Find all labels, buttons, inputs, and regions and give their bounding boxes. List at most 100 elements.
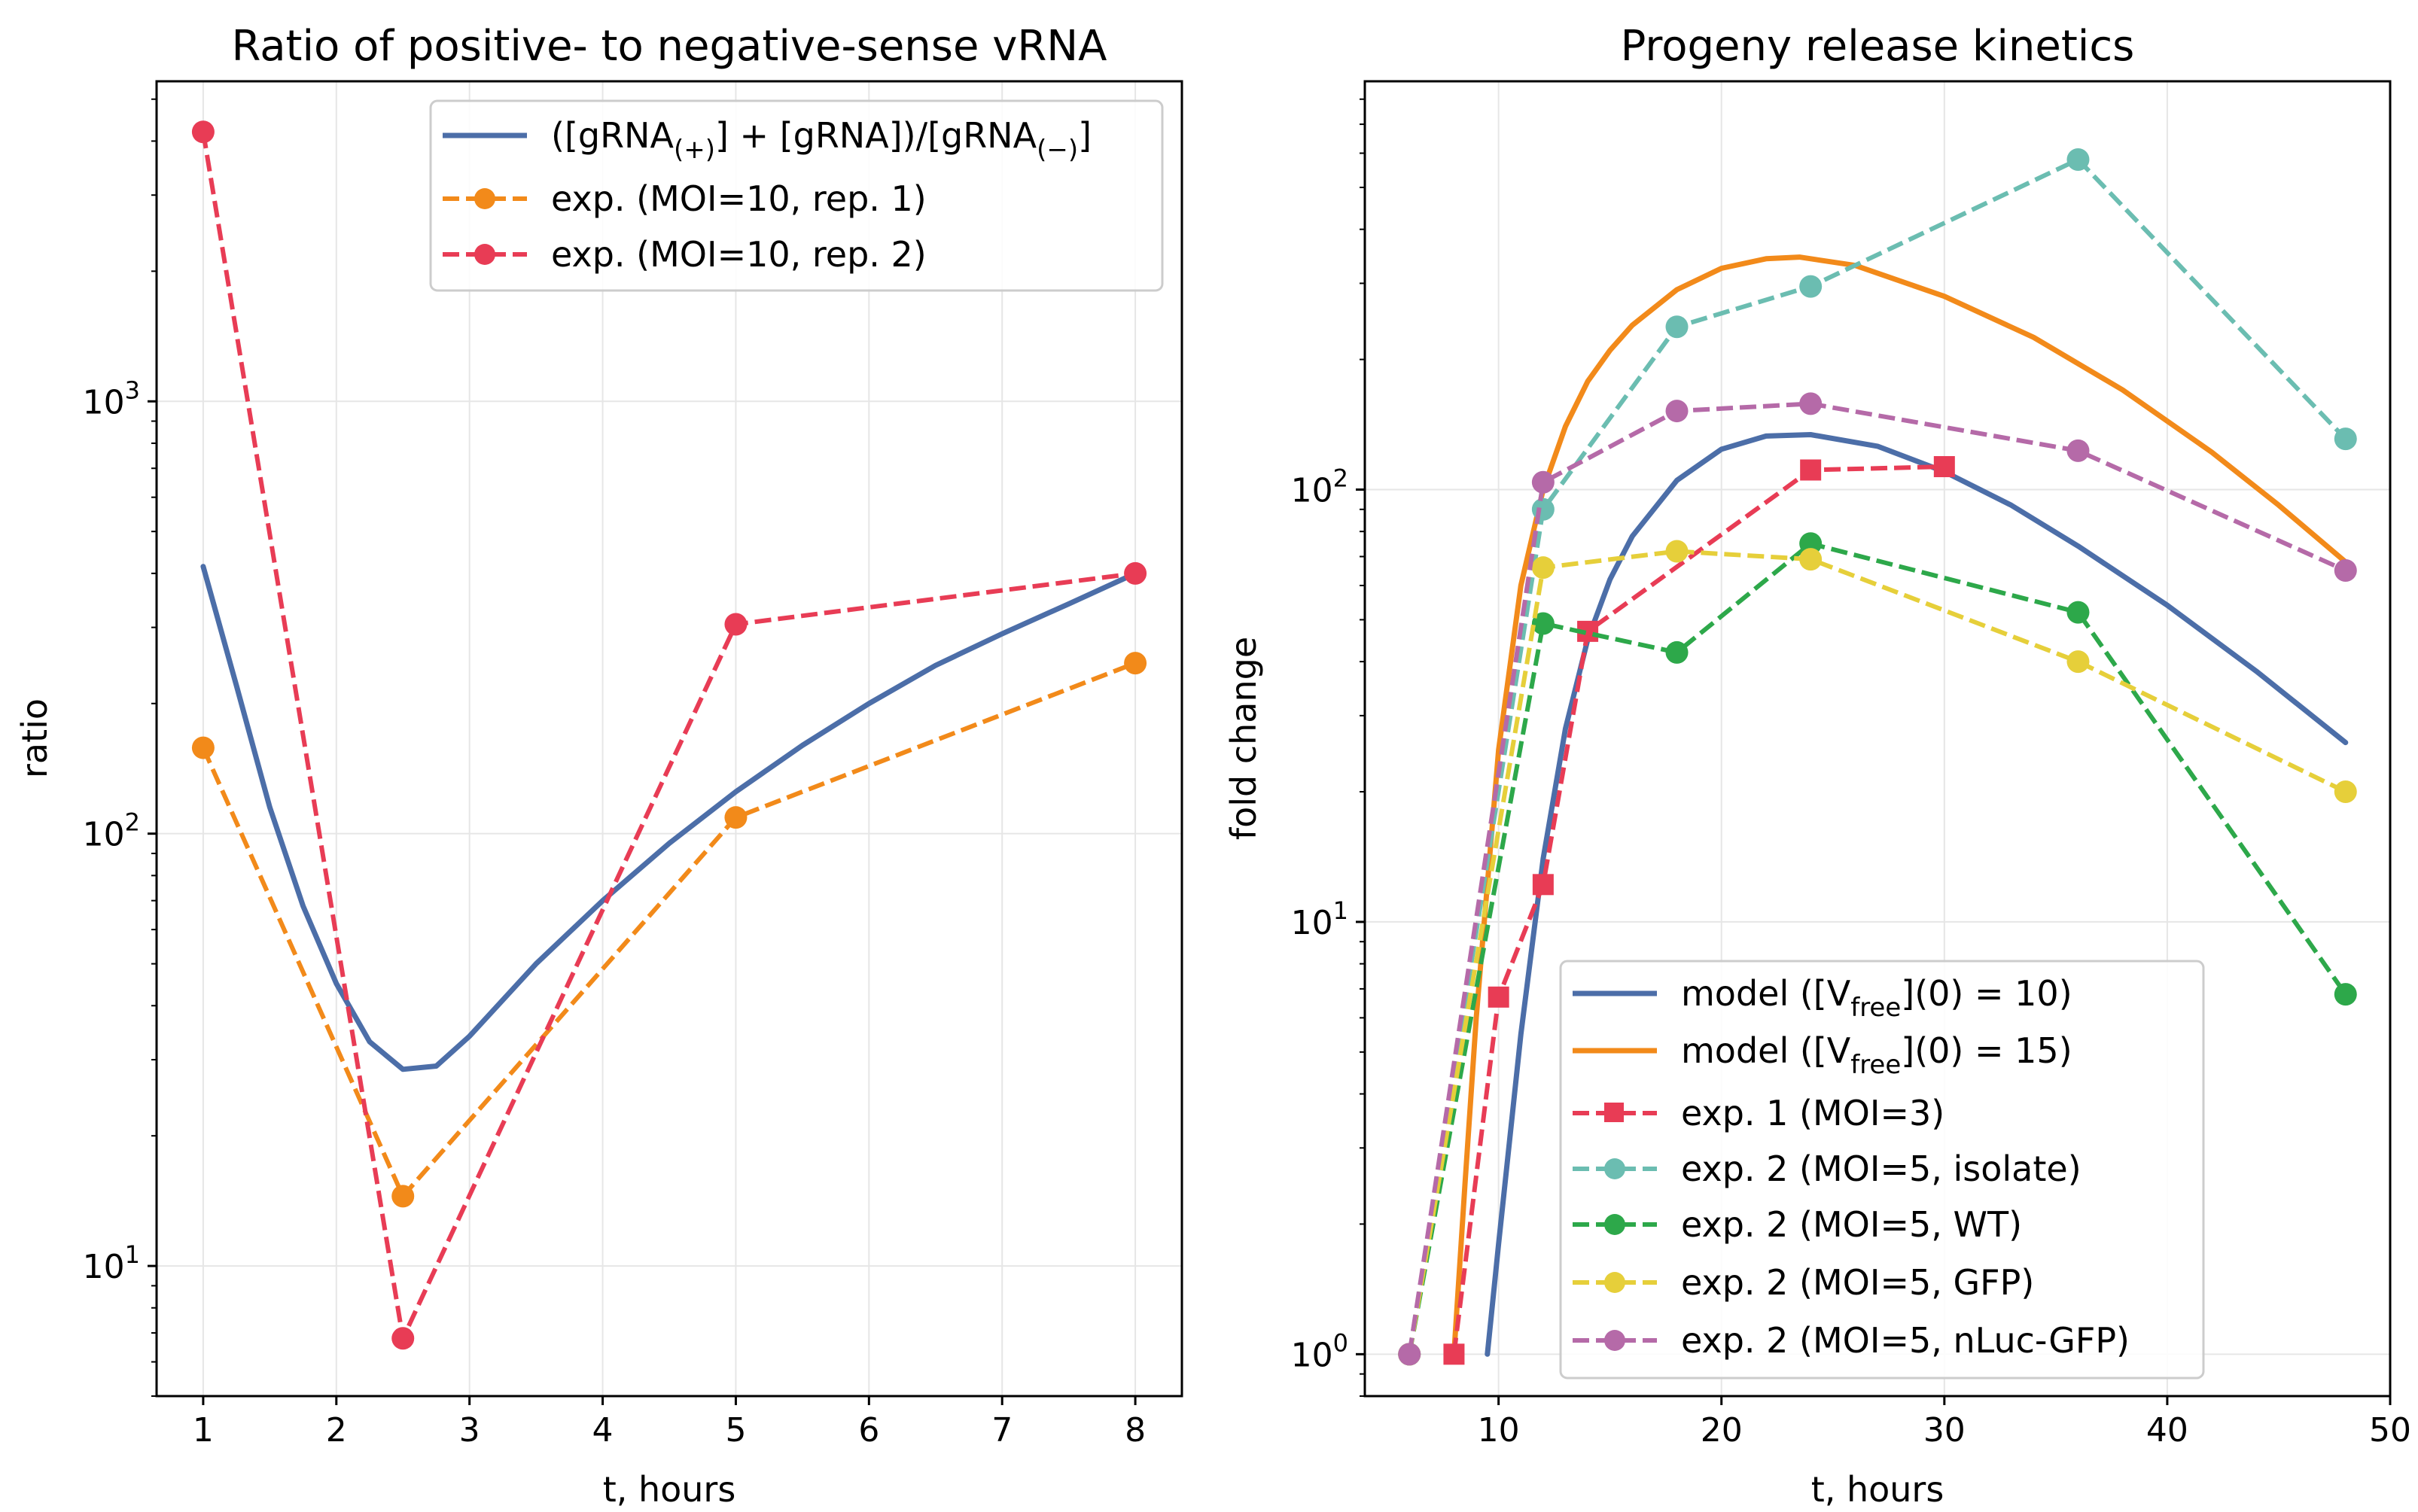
data-point-exp-2-moi-5-gfp [1799,548,1823,571]
data-point-exp-2-moi-5-nluc-gfp [1799,392,1823,415]
ratio-y-axis-label: ratio [14,698,55,778]
series-line-exp-1-moi-3 [1451,464,1944,1355]
ratio-x-axis-label: t, hours [603,1469,736,1510]
ratio-x-tick-label: 3 [459,1411,480,1450]
progeny-y-tick-label: 102 [1291,464,1348,510]
data-point-exp-2-moi-5-gfp [2334,780,2357,804]
data-point-exp-moi-10-rep-2 [1124,561,1147,585]
progeny-x-tick-label: 20 [1701,1411,1743,1450]
data-point-exp-2-moi-5-wt [2066,601,2090,624]
legend-label-wt: exp. 2 (MOI=5, WT) [1681,1204,2022,1245]
data-point-exp-2-moi-5-wt [1531,612,1555,635]
ratio-chart-title: Ratio of positive- to negative-sense vRN… [232,22,1107,71]
progeny-ticks: 10 20 30 40 50 100 101 102 [1291,98,2411,1450]
data-point-exp-2-moi-5-gfp [2066,650,2090,674]
legend-label-model-10: model ([Vfree](0) = 10) [1681,973,2072,1023]
series-line-model [200,564,1138,1072]
progeny-legend: model ([Vfree](0) = 10) model ([Vfree](0… [1559,960,2205,1380]
progeny-x-axis-label: t, hours [1811,1469,1944,1510]
data-point-exp-2-moi-5-gfp [1531,556,1555,580]
data-point-exp-1-moi-3 [1488,986,1509,1008]
ratio-grid [157,81,1182,1396]
data-point-exp-2-moi-5-nluc-gfp [1665,400,1689,423]
progeny-y-tick-label: 101 [1291,896,1348,942]
ratio-x-tick-label: 7 [991,1411,1013,1450]
progeny-x-tick-label: 50 [2369,1411,2411,1450]
data-point-exp-2-moi-5-nluc-gfp [1398,1343,1421,1366]
ratio-x-tick-label: 2 [326,1411,347,1450]
legend-label-exp1: exp. 1 (MOI=3) [1681,1093,1944,1133]
data-point-exp-moi-10-rep-1 [391,1185,415,1208]
legend-label-gfp: exp. 2 (MOI=5, GFP) [1681,1262,2034,1303]
data-point-exp-moi-10-rep-2 [391,1327,415,1350]
legend-marker-isolate [1604,1158,1625,1179]
data-point-exp-moi-10-rep-2 [191,120,215,144]
progeny-x-tick-label: 40 [2146,1411,2188,1450]
data-point-exp-1-moi-3 [1933,456,1955,478]
series-line-exp-moi-10-rep-1 [201,661,1137,1199]
ratio-plot-area [191,120,1147,1350]
ratio-legend: ([gRNA(+)] + [gRNA])/[gRNA(−)] exp. (MOI… [429,99,1164,292]
legend-label-model: ([gRNA(+)] + [gRNA])/[gRNA(−)] [551,115,1092,165]
data-point-exp-1-moi-3 [1800,459,1822,481]
progeny-legend-frame [1559,960,2205,1380]
data-point-exp-2-moi-5-nluc-gfp [1531,470,1555,494]
ratio-ticks: 1 2 3 4 5 6 7 8 101 102 103 [83,98,1146,1450]
ratio-x-tick-label: 5 [725,1411,746,1450]
ratio-y-tick-label: 102 [83,808,140,854]
legend-marker-exp1 [1604,1103,1624,1122]
legend-label-rep2: exp. (MOI=10, rep. 2) [551,234,927,275]
data-point-exp-2-moi-5-isolate [1799,275,1823,298]
series-line-exp-2-moi-5-nluc-gfp [1407,401,2347,1355]
progeny-x-tick-label: 30 [1923,1411,1966,1450]
progeny-y-axis-label: fold change [1223,637,1264,840]
series-line-model-vfree-0-15 [1451,254,2349,1357]
ratio-x-tick-label: 4 [592,1411,614,1450]
ratio-x-tick-label: 8 [1125,1411,1146,1450]
series-line-exp-2-moi-5-wt [1407,541,2348,1355]
legend-label-model-15: model ([Vfree](0) = 15) [1681,1030,2072,1080]
ratio-axes-frame [155,80,1183,1398]
data-point-exp-moi-10-rep-1 [1124,652,1147,675]
progeny-axes-frame [1363,80,2392,1398]
legend-marker-rep1 [474,188,495,209]
ratio-y-tick-label: 101 [83,1240,140,1286]
data-point-exp-2-moi-5-isolate [1665,315,1689,339]
progeny-chart-title: Progeny release kinetics [1621,22,2135,71]
series-line-model-vfree-0-10 [1485,432,2349,1357]
ratio-x-tick-label: 1 [193,1411,214,1450]
ratio-y-tick-label: 103 [83,376,140,421]
data-point-exp-2-moi-5-isolate [2334,427,2357,451]
data-point-exp-2-moi-5-wt [2334,983,2357,1006]
data-point-exp-moi-10-rep-2 [724,613,748,636]
ratio-x-tick-label: 6 [858,1411,879,1450]
legend-marker-wt [1604,1214,1625,1235]
data-point-exp-1-moi-3 [1532,874,1554,896]
progeny-panel: 10 20 30 40 50 100 101 102 Progeny release kine… [1223,22,2411,1510]
ratio-legend-frame [429,99,1164,292]
data-point-exp-moi-10-rep-1 [191,736,215,759]
progeny-x-tick-label: 10 [1478,1411,1520,1450]
data-point-exp-2-moi-5-gfp [1665,540,1689,563]
series-line-exp-2-moi-5-gfp [1407,549,2347,1355]
data-point-exp-1-moi-3 [1443,1343,1465,1365]
progeny-plot-area [1398,148,2357,1366]
data-point-exp-2-moi-5-nluc-gfp [2334,558,2357,582]
legend-marker-nluc-gfp [1604,1330,1625,1351]
ratio-panel: 1 2 3 4 5 6 7 8 101 102 103 Ratio of positive- to … [14,22,1183,1510]
series-line-exp-moi-10-rep-2 [200,131,1136,1341]
data-point-exp-2-moi-5-isolate [1531,497,1555,521]
legend-label-nluc-gfp: exp. 2 (MOI=5, nLuc-GFP) [1681,1320,2130,1361]
data-point-exp-2-moi-5-wt [1799,532,1823,555]
legend-marker-gfp [1604,1272,1625,1293]
data-point-exp-2-moi-5-wt [1665,640,1689,664]
data-point-exp-2-moi-5-isolate [2066,148,2090,171]
legend-marker-rep2 [474,244,495,265]
data-point-exp-moi-10-rep-1 [724,806,748,829]
series-line-exp-2-moi-5-isolate [1407,157,2347,1355]
legend-label-isolate: exp. 2 (MOI=5, isolate) [1681,1148,2081,1189]
data-point-exp-2-moi-5-nluc-gfp [2066,439,2090,462]
progeny-y-tick-label: 100 [1291,1328,1348,1374]
legend-label-rep1: exp. (MOI=10, rep. 1) [551,178,927,219]
